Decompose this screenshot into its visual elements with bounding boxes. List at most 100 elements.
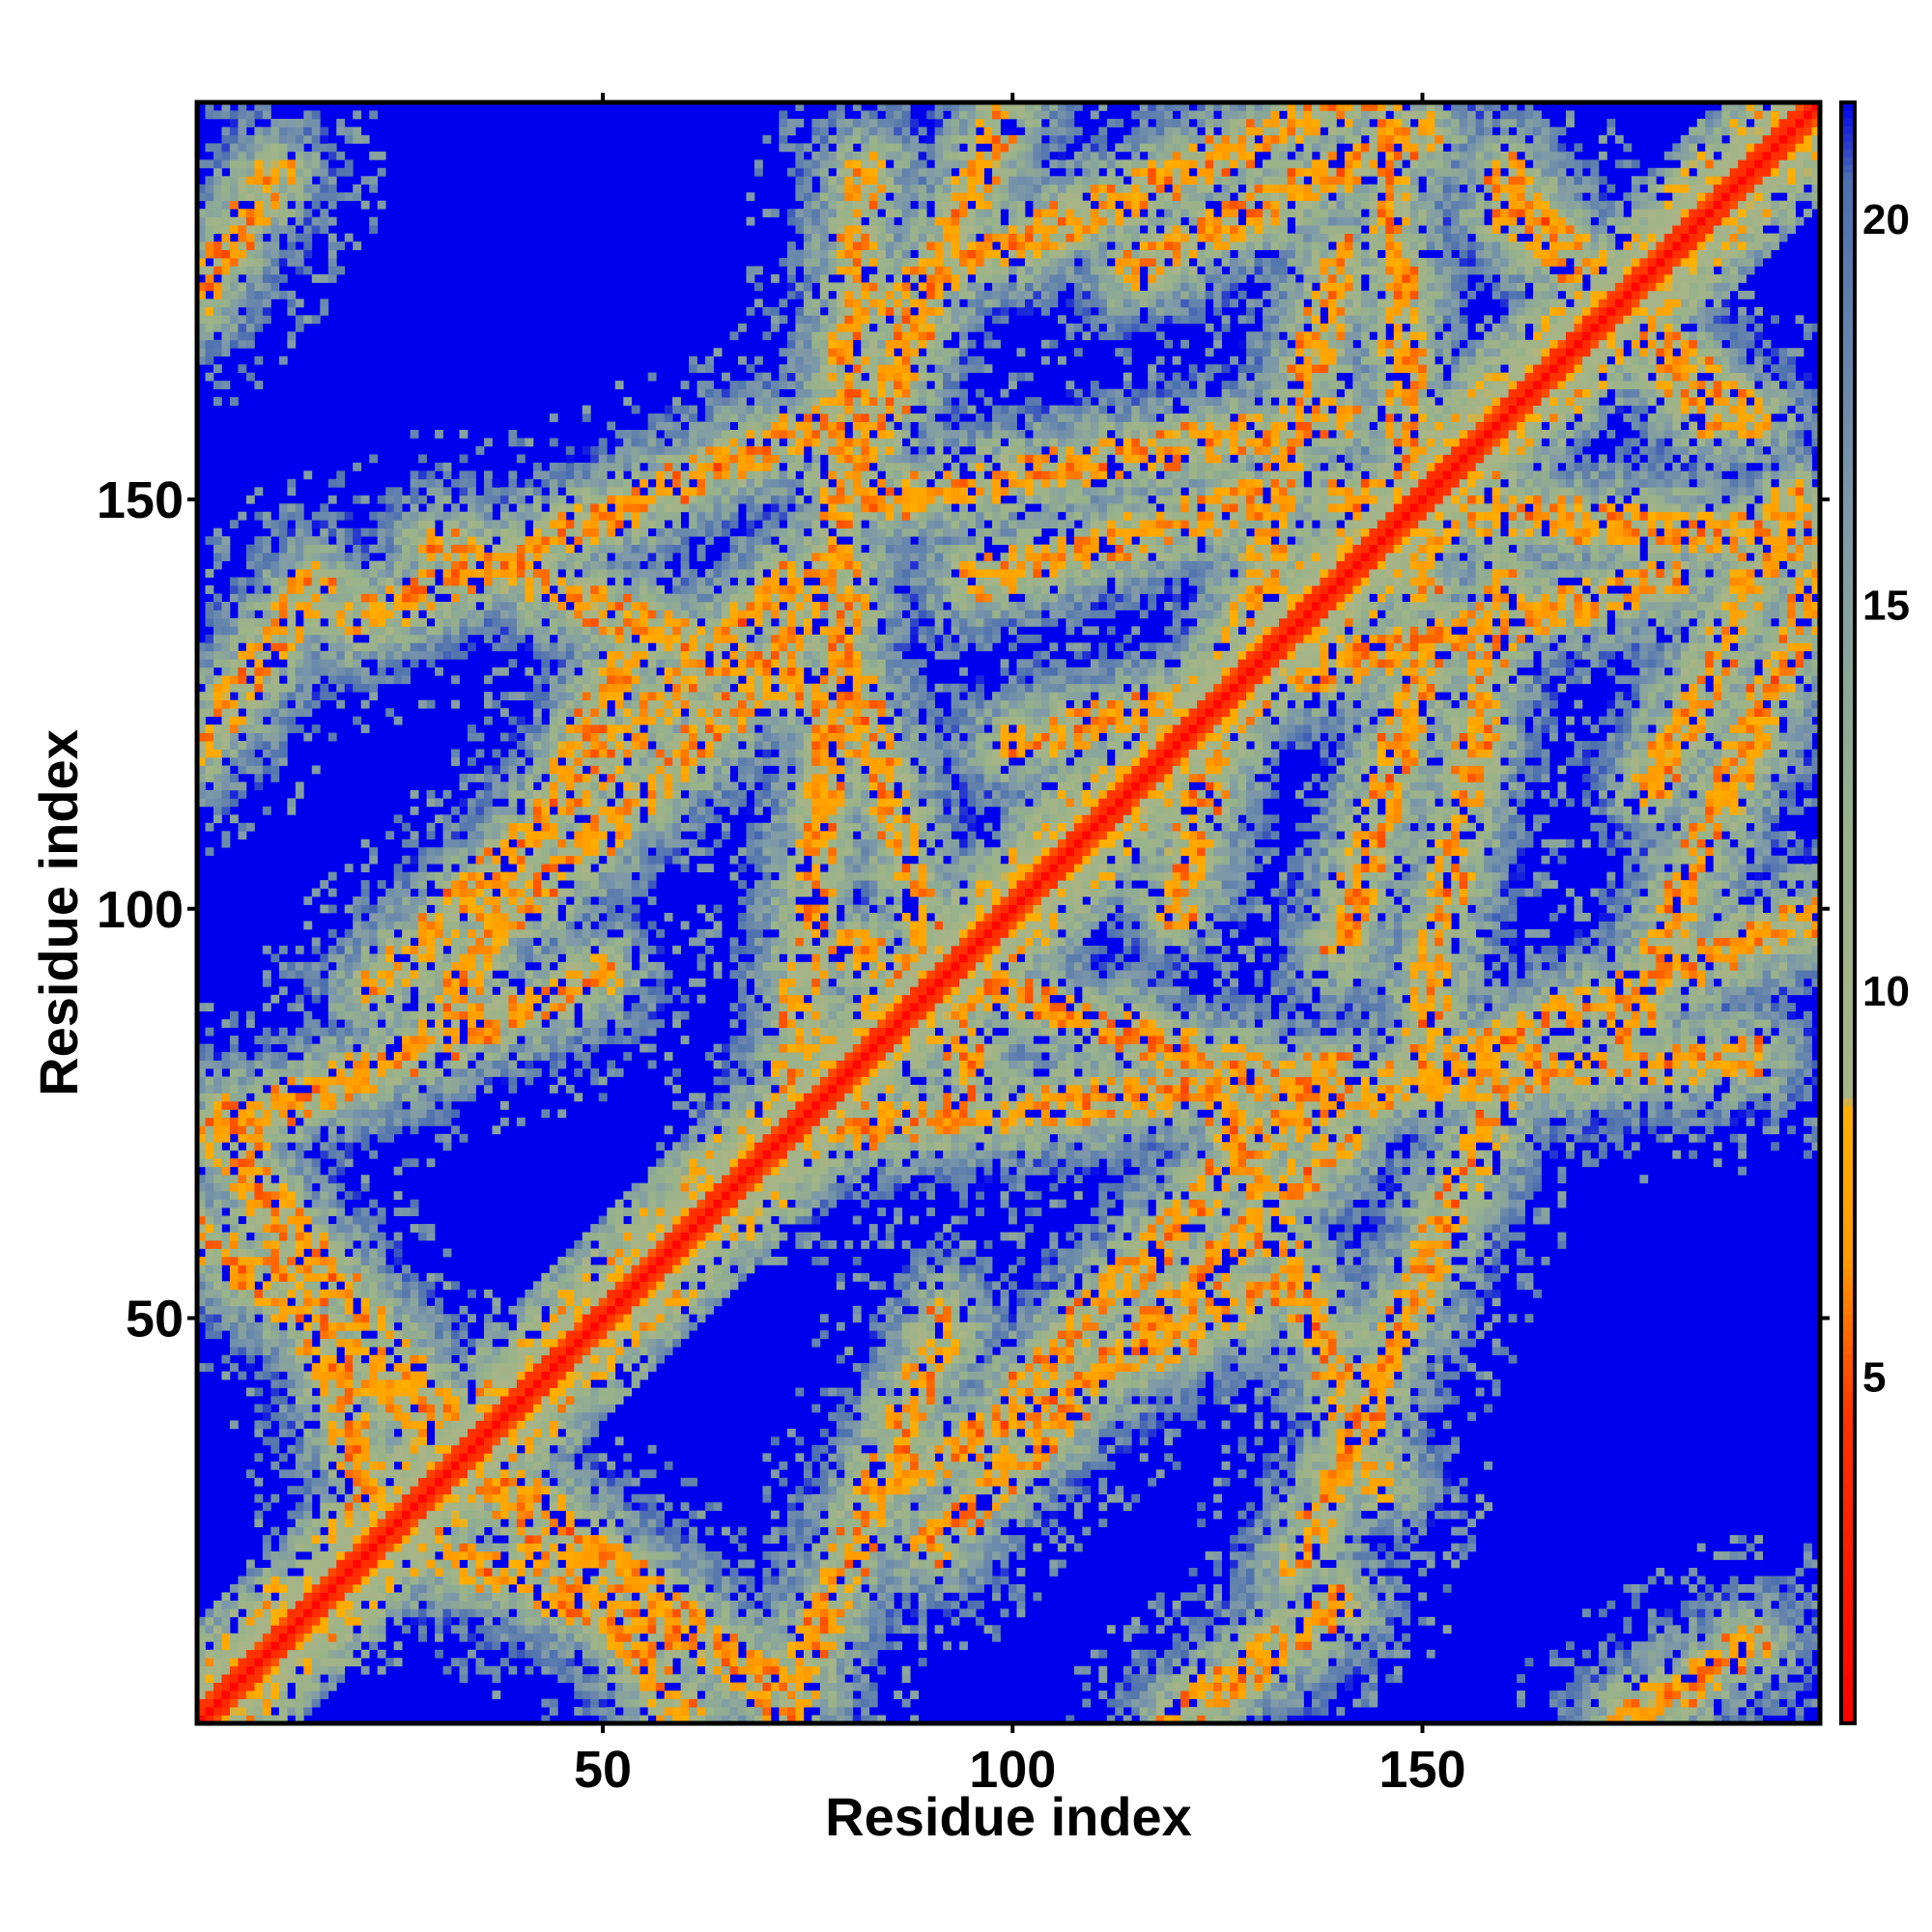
heatmap-cell: [221, 1200, 230, 1208]
heatmap-cell: [345, 1093, 354, 1101]
heatmap-cell: [230, 307, 239, 316]
heatmap-cell: [303, 185, 312, 193]
heatmap-cell: [287, 250, 296, 259]
heatmap-cell: [353, 1502, 361, 1511]
heatmap-cell: [246, 1641, 255, 1650]
heatmap-cell: [353, 905, 361, 914]
heatmap-cell: [213, 1617, 222, 1626]
heatmap-cell: [345, 635, 354, 643]
heatmap-cell: [296, 1420, 304, 1429]
heatmap-cell: [270, 1068, 279, 1077]
heatmap-cell: [328, 1183, 337, 1192]
heatmap-cell: [254, 324, 263, 332]
heatmap-cell: [263, 1584, 271, 1593]
heatmap-cell: [296, 1314, 304, 1322]
heatmap-cell: [303, 1625, 312, 1634]
heatmap-cell: [270, 1248, 279, 1257]
heatmap-cell: [369, 1388, 378, 1397]
heatmap-cell: [345, 1044, 354, 1053]
heatmap-cell: [328, 1429, 337, 1437]
heatmap-cell: [279, 1028, 288, 1037]
heatmap-cell: [345, 1158, 354, 1167]
heatmap-cell: [263, 1576, 271, 1584]
heatmap-cell: [345, 1502, 354, 1511]
heatmap-cell: [279, 225, 288, 234]
heatmap-cell: [336, 119, 345, 128]
heatmap-cell: [336, 1200, 345, 1208]
heatmap-cell: [353, 192, 361, 201]
heatmap-cell: [361, 1544, 370, 1552]
heatmap-cell: [336, 602, 345, 611]
heatmap-cell: [303, 1191, 312, 1200]
heatmap-cell: [303, 1535, 312, 1544]
heatmap-cell: [312, 1125, 321, 1134]
heatmap-cell: [205, 250, 213, 259]
heatmap-cell: [312, 1372, 321, 1380]
heatmap-cell: [213, 651, 222, 660]
heatmap-cell: [270, 618, 279, 627]
heatmap-cell: [345, 1355, 354, 1364]
heatmap-cell: [205, 708, 213, 717]
heatmap-cell: [230, 1650, 239, 1659]
heatmap-cell: [213, 733, 222, 742]
heatmap-cell: [320, 1453, 328, 1462]
heatmap-cell: [246, 1297, 255, 1306]
heatmap-cell: [263, 298, 271, 307]
heatmap-cell: [287, 1306, 296, 1315]
heatmap-cell: [213, 626, 222, 635]
heatmap-cell: [263, 1101, 271, 1110]
heatmap-cell: [296, 536, 304, 545]
heatmap-cell: [353, 569, 361, 578]
heatmap-cell: [296, 1592, 304, 1601]
heatmap-cell: [312, 185, 321, 193]
heatmap-cell: [254, 757, 263, 766]
heatmap-cell: [353, 995, 361, 1004]
heatmap-cell: [254, 585, 263, 594]
heatmap-cell: [279, 1658, 288, 1666]
heatmap-cell: [336, 1429, 345, 1437]
heatmap-cell: [320, 298, 328, 307]
heatmap-cell: [287, 1658, 296, 1666]
heatmap-cell: [279, 970, 288, 979]
heatmap-cell: [230, 1019, 239, 1028]
heatmap-cell: [230, 1068, 239, 1077]
heatmap-cell: [320, 578, 328, 586]
heatmap-cell: [238, 282, 246, 291]
heatmap-cell: [303, 1462, 312, 1470]
heatmap-cell: [353, 1125, 361, 1134]
heatmap-cell: [336, 1011, 345, 1020]
heatmap-cell: [361, 1248, 370, 1257]
heatmap-cell: [336, 585, 345, 594]
heatmap-cell: [287, 487, 296, 496]
heatmap-cell: [254, 1297, 263, 1306]
heatmap-cell: [303, 1028, 312, 1037]
heatmap-cell: [221, 1019, 230, 1028]
heatmap-cell: [230, 127, 239, 135]
heatmap-cell: [361, 1519, 370, 1527]
heatmap-cell: [303, 1699, 312, 1708]
heatmap-cell: [361, 553, 370, 561]
heatmap-cell: [303, 668, 312, 676]
heatmap-cell: [303, 962, 312, 971]
heatmap-cell: [312, 110, 321, 119]
heatmap-cell: [320, 1584, 328, 1593]
heatmap-cell: [312, 1019, 321, 1028]
heatmap-cell: [213, 298, 222, 307]
heatmap-cell: [213, 110, 222, 119]
heatmap-cell: [312, 1568, 321, 1577]
heatmap-cell: [263, 1404, 271, 1412]
heatmap-cell: [221, 790, 230, 799]
heatmap-cell: [320, 1355, 328, 1364]
heatmap-cell: [246, 684, 255, 693]
heatmap-cell: [361, 201, 370, 210]
heatmap-cell: [238, 291, 246, 299]
heatmap-cell: [287, 135, 296, 144]
heatmap-cell: [303, 1109, 312, 1118]
heatmap-cell: [279, 1142, 288, 1151]
heatmap-cell: [221, 307, 230, 316]
heatmap-cell: [205, 348, 213, 356]
heatmap-cell: [238, 340, 246, 349]
heatmap-cell: [246, 1191, 255, 1200]
heatmap-cell: [254, 1240, 263, 1249]
heatmap-cell: [336, 684, 345, 693]
